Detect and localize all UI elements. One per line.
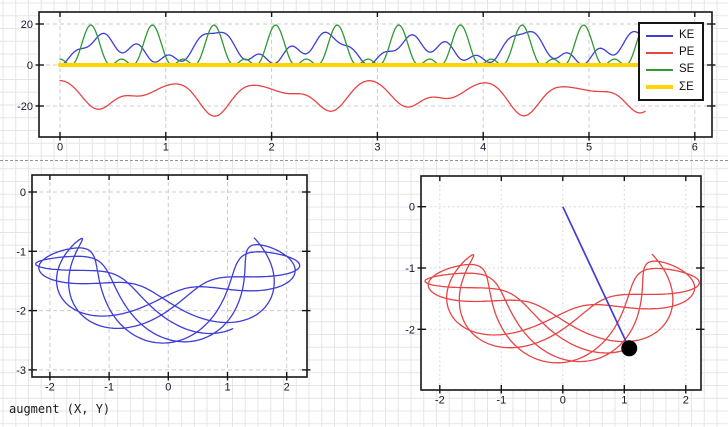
plot-frame — [31, 174, 308, 378]
augment-caption: augment (X, Y) — [9, 402, 111, 416]
legend-label-pe: PE — [679, 46, 695, 59]
energy-legend: KE PE SE ΣE — [638, 22, 704, 101]
energy-plot-region[interactable] — [24, 5, 714, 153]
y-tick-label: 0 — [20, 187, 26, 199]
series-KE — [59, 30, 646, 66]
x-tick-label: 1 — [224, 382, 230, 394]
x-tick-label: 2 — [683, 395, 689, 407]
y-tick-label: 0 — [27, 60, 33, 72]
legend-line-sample-ke — [646, 34, 673, 37]
legend-label-sum-e: ΣE — [679, 80, 694, 93]
x-tick-label: 3 — [374, 142, 380, 154]
x-tick-label: 5 — [586, 142, 592, 154]
x-tick-label: 2 — [269, 142, 275, 154]
plot-frame — [420, 175, 702, 391]
legend-line-sample-sum-e — [646, 85, 673, 90]
legend-item-ke: KE — [646, 28, 700, 42]
page-break-line — [0, 160, 728, 161]
x-tick-label: 6 — [692, 142, 698, 154]
x-tick-label: -2 — [45, 382, 55, 394]
plot-area — [39, 12, 712, 137]
series-SE — [59, 24, 646, 66]
x-tick-label: 1 — [163, 142, 169, 154]
legend-line-sample-se — [646, 69, 673, 72]
x-tick-label: -2 — [435, 395, 445, 407]
y-tick-label: -2 — [16, 306, 26, 318]
legend-item-pe: PE — [646, 47, 700, 59]
x-tick-label: 0 — [57, 142, 63, 154]
plot-area — [421, 176, 701, 390]
trajectory-plot: -2 -1 0 1 2 0 -1 -2 -3 — [16, 174, 311, 394]
legend-line-sample-pe — [646, 51, 673, 54]
x-tick-label: 2 — [284, 382, 290, 394]
y-tick-label: -2 — [405, 324, 415, 336]
pendulum-plot-region[interactable] — [395, 170, 707, 410]
x-tick-label: 1 — [621, 395, 627, 407]
pendulum-trace-line — [424, 253, 700, 364]
x-tick-label: 4 — [480, 142, 486, 154]
y-tick-label: -1 — [405, 263, 415, 275]
energy-plot: 0 1 2 3 4 5 6 20 0 -20 — [17, 11, 716, 154]
legend-label-ke: KE — [679, 28, 695, 41]
pendulum-rod-line — [562, 206, 630, 349]
y-tick-label: 0 — [409, 202, 415, 214]
series-PE — [59, 79, 646, 117]
legend-label-se: SE — [679, 63, 695, 76]
legend-item-se: SE — [646, 64, 700, 76]
y-tick-label: -20 — [17, 101, 33, 113]
x-tick-label: -1 — [496, 395, 506, 407]
x-tick-label: 0 — [165, 382, 171, 394]
y-tick-label: -3 — [16, 365, 26, 377]
pendulum-plot: -2 -1 0 1 2 0 -1 -2 — [405, 175, 705, 407]
y-tick-label: 20 — [21, 19, 33, 31]
pendulum-bob — [621, 340, 638, 357]
x-tick-label: -1 — [104, 382, 114, 394]
trajectory-plot-region[interactable] — [5, 170, 310, 418]
plot-area — [32, 175, 307, 377]
x-tick-label: 0 — [560, 395, 566, 407]
plot-frame — [38, 11, 713, 138]
legend-item-sum-e: ΣE — [646, 80, 700, 94]
trajectory-line — [35, 237, 301, 344]
y-tick-label: -1 — [16, 246, 26, 258]
